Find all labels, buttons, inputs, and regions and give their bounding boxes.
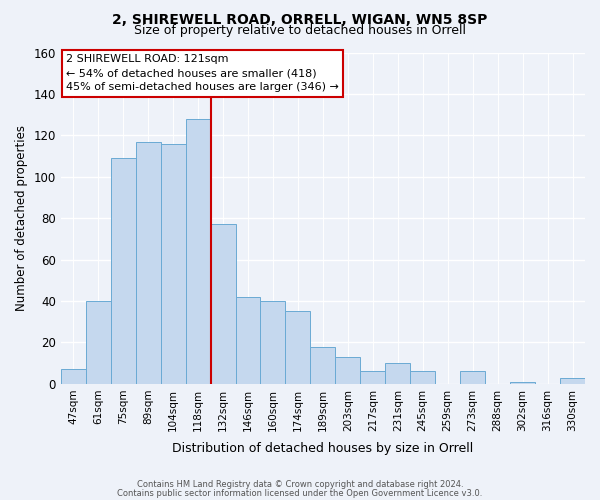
Bar (385, 363, 410, 384)
Text: Size of property relative to detached houses in Orrell: Size of property relative to detached ho… (134, 24, 466, 37)
Text: Contains public sector information licensed under the Open Government Licence v3: Contains public sector information licen… (118, 488, 482, 498)
X-axis label: Distribution of detached houses by size in Orrell: Distribution of detached houses by size … (172, 442, 473, 455)
Bar (236, 297, 260, 384)
Bar (361, 372, 385, 384)
Bar (335, 357, 361, 384)
Bar (286, 312, 310, 384)
Bar (61, 370, 86, 384)
Bar (161, 144, 185, 384)
Bar (185, 119, 211, 384)
Bar (410, 372, 435, 384)
Text: 2, SHIREWELL ROAD, ORRELL, WIGAN, WN5 8SP: 2, SHIREWELL ROAD, ORRELL, WIGAN, WN5 8S… (112, 12, 488, 26)
Bar (510, 382, 535, 384)
Bar (560, 378, 585, 384)
Bar (460, 372, 485, 384)
Text: Contains HM Land Registry data © Crown copyright and database right 2024.: Contains HM Land Registry data © Crown c… (137, 480, 463, 489)
Text: 2 SHIREWELL ROAD: 121sqm
← 54% of detached houses are smaller (418)
45% of semi-: 2 SHIREWELL ROAD: 121sqm ← 54% of detach… (66, 54, 339, 92)
Bar (211, 224, 236, 384)
Bar (111, 158, 136, 384)
Bar (136, 142, 161, 384)
Bar (310, 346, 335, 384)
Bar (86, 301, 111, 384)
Bar (260, 301, 286, 384)
Y-axis label: Number of detached properties: Number of detached properties (15, 125, 28, 311)
